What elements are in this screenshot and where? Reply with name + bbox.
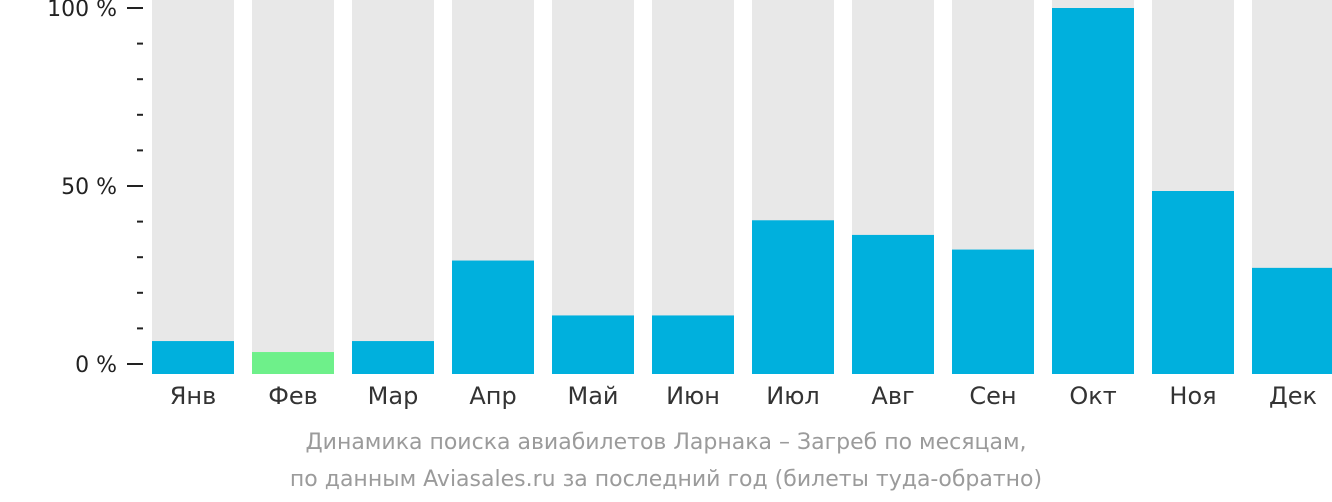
x-tick-label: Июл [766, 382, 820, 410]
bar [852, 234, 934, 374]
x-tick-label: Дек [1269, 382, 1317, 410]
chart-caption-line-1: Динамика поиска авиабилетов Ларнака – За… [305, 430, 1027, 455]
x-tick-label: Окт [1069, 382, 1116, 410]
x-tick-label: Мар [368, 382, 419, 410]
bar [1052, 8, 1134, 374]
bar [352, 341, 434, 374]
bar-track [152, 0, 234, 374]
bar-track [652, 0, 734, 374]
x-tick-label: Авг [871, 382, 914, 410]
y-tick-label: 0 % [75, 353, 117, 378]
x-tick-label: Ноя [1169, 382, 1216, 410]
x-tick-label: Июн [666, 382, 720, 410]
y-axis: 0 % 50 % 100 % [47, 0, 143, 378]
bar-track [352, 0, 434, 374]
bar [752, 220, 834, 374]
bar-track [552, 0, 634, 374]
y-tick-label: 100 % [47, 0, 117, 22]
x-tick-label: Апр [469, 382, 516, 410]
bar [652, 315, 734, 374]
bar [452, 260, 534, 374]
x-axis-labels: Янв Фев Мар Апр Май Июн Июл Авг Сен Окт Ноя Дек [170, 382, 1317, 410]
bar-track [252, 0, 334, 374]
bar-chart: 0 % 50 % 100 % Янв Фев Мар Апр Май Июн Июл Авг Сен… [47, 0, 1332, 410]
bar [152, 341, 234, 374]
chart-caption-line-2: по данным Aviasales.ru за последний год … [289, 467, 1043, 492]
bars [152, 8, 1332, 374]
bar [552, 315, 634, 374]
x-tick-label: Май [567, 382, 618, 410]
bar [252, 352, 334, 374]
x-tick-label: Фев [268, 382, 318, 410]
y-tick-label: 50 % [61, 175, 117, 200]
x-tick-label: Янв [170, 382, 217, 410]
x-tick-label: Сен [969, 382, 1016, 410]
bar [1152, 191, 1234, 374]
bar [1252, 267, 1332, 374]
bar [952, 249, 1034, 374]
